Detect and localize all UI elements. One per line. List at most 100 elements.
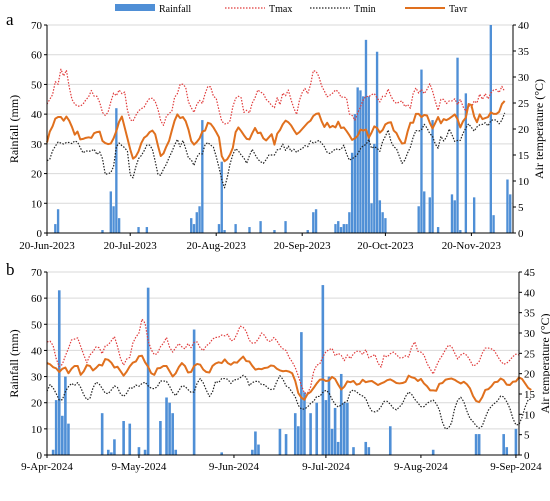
rainfall-bar: [137, 227, 140, 233]
y-right-tick-label: 40: [518, 20, 530, 32]
y-right-tick-label: 35: [524, 308, 536, 320]
rainfall-bar: [54, 224, 57, 233]
tavr-line: [46, 100, 506, 163]
rainfall-bar: [367, 96, 370, 233]
x-tick-label: 20-Nov-2023: [442, 240, 502, 252]
x-tick-label: 9-Aug-2024: [394, 461, 448, 473]
legend-swatch-rainfall: [115, 4, 155, 11]
y-right-tick-label: 20: [524, 369, 536, 381]
y-right-tick-label: 30: [518, 72, 530, 84]
y-left-tick-label: 20: [31, 169, 43, 181]
rainfall-bar: [312, 212, 315, 233]
rainfall-bar: [309, 413, 312, 455]
y-right-tick-label: 10: [518, 176, 530, 188]
rainfall-bar: [464, 93, 468, 233]
rainfall-bar: [356, 87, 359, 234]
y-left-tick-label: 10: [31, 424, 43, 436]
panel-label: b: [6, 260, 15, 279]
y-left-tick-label: 50: [31, 79, 43, 91]
rainfall-bar: [367, 447, 371, 455]
rainfall-bar: [306, 230, 309, 233]
y-left-tick-label: 0: [37, 450, 43, 462]
tmin-line: [46, 374, 532, 430]
y-right-tick-label: 15: [518, 150, 530, 162]
rainfall-bar: [101, 230, 104, 233]
rainfall-bar: [359, 90, 362, 233]
rainfall-bar: [353, 114, 357, 233]
rainfall-bar: [330, 428, 334, 455]
y-right-tick-label: 25: [524, 348, 536, 360]
y-left-tick-label: 70: [31, 267, 43, 279]
rainfall-bar: [171, 413, 174, 455]
legend-label-tmax: Tmax: [269, 4, 292, 15]
rainfall-bar: [137, 447, 141, 455]
rainfall-bar: [364, 441, 368, 455]
rainfall-bar: [502, 434, 505, 455]
rainfall-bar: [56, 209, 60, 233]
rainfall-bar: [431, 120, 434, 233]
rainfall-bar: [453, 200, 456, 233]
rainfall-bar: [506, 179, 509, 233]
rainfall-bar: [373, 143, 376, 233]
rainfall-bar: [431, 449, 435, 455]
rainfall-bar: [489, 25, 492, 233]
y-left-tick-label: 60: [31, 50, 43, 62]
y-right-tick-label: 0: [518, 228, 524, 240]
rainfall-bar: [346, 402, 349, 455]
rainfall-bar: [339, 227, 343, 233]
rainfall-bar: [375, 51, 379, 233]
rainfall-bar: [327, 376, 331, 455]
y-right-tick-label: 0: [524, 450, 530, 462]
x-tick-label: 20-Jun-2023: [19, 240, 75, 252]
rainfall-bar: [198, 206, 201, 233]
rainfall-bar: [417, 206, 420, 233]
rainfall-bar: [100, 413, 104, 455]
rainfall-bar: [109, 191, 112, 233]
rainfall-bar: [201, 120, 204, 233]
rainfall-bar: [293, 413, 297, 455]
rainfall-bar: [259, 221, 262, 233]
y-right-tick-label: 15: [524, 389, 536, 401]
rainfall-bar: [381, 212, 384, 233]
tavr-line: [46, 354, 532, 404]
panel-a: a 0 10 20 30 40 50 60 70 0 5 10 15 20 25 30 35 40 20-Jun-2…: [6, 10, 546, 252]
tmax-line: [46, 318, 520, 394]
y-right-tick-label: 45: [524, 267, 536, 279]
rainfall-bar: [352, 447, 355, 455]
y-left-axis-title: Rainfall (mm): [7, 329, 21, 397]
rainfall-bar: [106, 449, 110, 455]
rainfall-bar: [472, 197, 476, 233]
y-right-tick-label: 25: [518, 98, 530, 110]
rainfall-bar: [342, 402, 346, 455]
y-left-tick-label: 20: [31, 398, 43, 410]
rainfall-bar: [128, 423, 132, 455]
rainfall-bar: [378, 200, 382, 233]
rainfall-bar: [420, 69, 423, 233]
rainfall-bar: [436, 227, 440, 233]
y-right-tick-label: 10: [524, 409, 536, 421]
rainfall-bar: [54, 400, 58, 455]
x-tick-label: 9-Sep-2024: [490, 461, 542, 473]
rainfall-bar: [257, 444, 260, 455]
rainfall-bar: [223, 230, 226, 233]
rainfall-bar: [143, 449, 147, 455]
x-tick-label: 20-Sep-2023: [274, 240, 331, 252]
y-right-tick-label: 5: [524, 430, 530, 442]
y-right-axis-title: Air temperature (°C): [532, 79, 546, 179]
panel-label: a: [6, 10, 14, 29]
x-tick-label: 20-Jul-2023: [104, 240, 158, 252]
rainfall-bar: [51, 449, 55, 455]
rainfall-bar: [165, 397, 168, 455]
rainfall-bar: [303, 392, 306, 455]
rainfall-bar: [168, 402, 171, 455]
y-left-tick-label: 70: [31, 20, 43, 32]
tmin-line: [46, 112, 506, 189]
rainfall-bar: [248, 227, 251, 233]
y-left-axis-title: Rainfall (mm): [7, 95, 21, 163]
rainfall-bar: [459, 230, 462, 233]
rainfall-bar: [477, 434, 481, 455]
rainfall-bar: [423, 191, 426, 233]
rainfall-bar: [333, 407, 337, 455]
rainfall-bar: [192, 224, 196, 233]
